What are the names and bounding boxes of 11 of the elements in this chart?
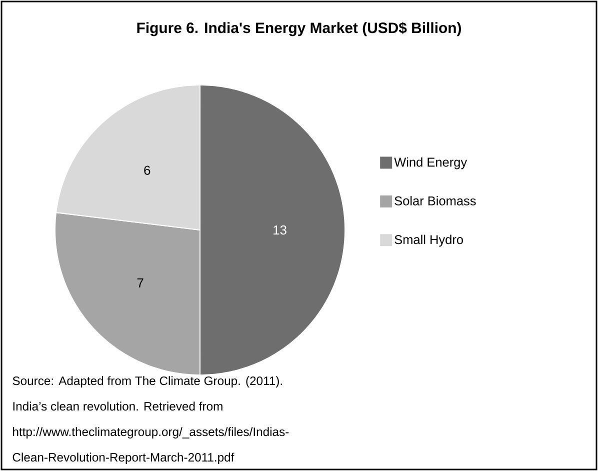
data-label: 7	[137, 278, 144, 288]
text: http://www.theclimategroup.org/_assets/files/Indias-	[13, 427, 289, 439]
legend-label: Wind Energy	[394, 157, 468, 170]
data-label: 6	[144, 166, 150, 175]
data-label: 13	[274, 225, 286, 235]
legend-label: Solar Biomass	[394, 196, 476, 206]
text: Clean-Revolution-Report-March-2011.pdf	[12, 452, 234, 464]
legend-label: Small Hydro	[394, 234, 463, 247]
source-note: Source: Adapted from The Climate Group. (2011).	[12, 376, 282, 388]
text: India’s clean revolution. Retrieved from	[13, 402, 222, 411]
chart-title: Figure 6. India's Energy Market (USD$ Billion)	[137, 22, 461, 36]
